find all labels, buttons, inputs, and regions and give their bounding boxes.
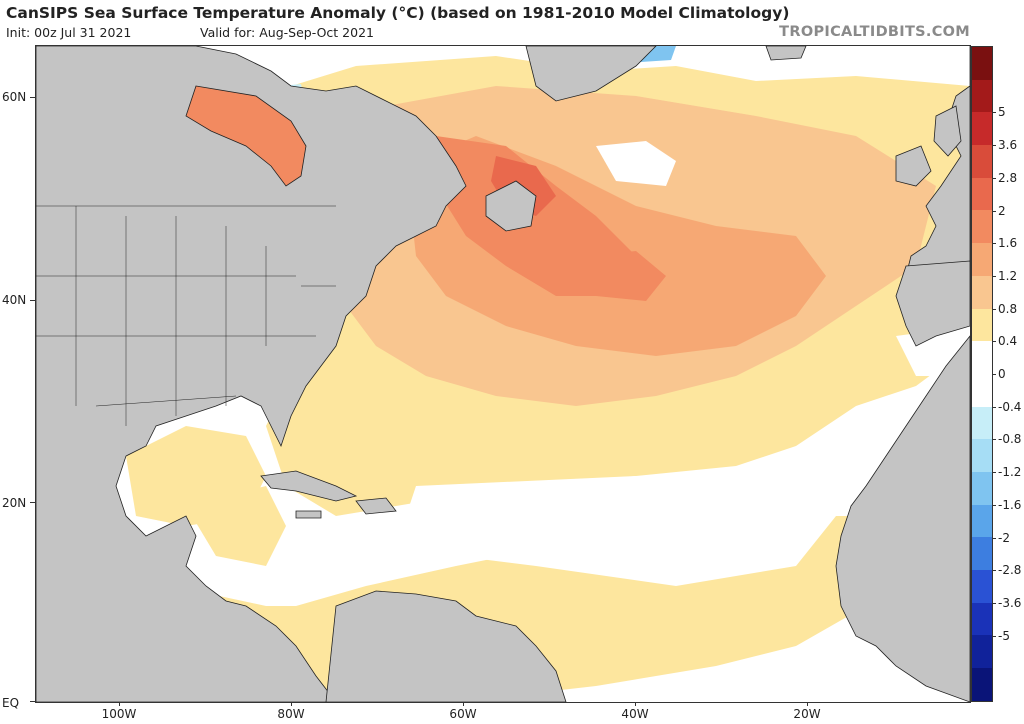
lat-tick [30,701,35,702]
lon-tick [463,702,464,706]
valid-period: Valid for: Aug-Sep-Oct 2021 [200,25,374,40]
colorbar-label: 5 [998,105,1006,120]
colorbar-segment [972,471,992,505]
init-time: Init: 00z Jul 31 2021 [6,25,132,40]
colorbar-tick [992,275,996,277]
map-panel [35,45,971,703]
colorbar-segment [972,406,992,440]
colorbar-tick [992,406,996,408]
colorbar-label: 0.4 [998,334,1018,349]
colorbar-segment [972,275,992,309]
colorbar-label: 1.6 [998,236,1018,251]
lon-tick [119,702,120,706]
lat-tick [30,502,35,503]
lat-label-20n: 20N [2,496,27,510]
colorbar-segment [972,210,992,244]
colorbar-segment [972,243,992,276]
lat-label-eq: EQ [2,696,20,710]
colorbar-tick [992,635,996,637]
colorbar-tick [992,504,996,506]
colorbar-tick [992,570,996,572]
colorbar-label: -2 [998,530,1010,545]
colorbar-segment [972,504,992,538]
colorbar-segment [972,79,992,113]
colorbar-segment [972,308,992,342]
lon-tick [291,702,292,706]
lon-tick [807,702,808,706]
colorbar [971,46,993,702]
colorbar-segment [972,602,992,636]
chart-title: CanSIPS Sea Surface Temperature Anomaly … [6,4,790,22]
colorbar-segment [972,668,992,701]
colorbar-tick [992,472,996,474]
sst-anomaly-shading [36,46,970,702]
lon-tick [635,702,636,706]
lat-label-60n: 60N [2,90,27,104]
colorbar-segment [972,570,992,603]
colorbar-tick [992,439,996,441]
colorbar-label: -0.8 [998,432,1022,447]
colorbar-label: -0.4 [998,399,1022,414]
colorbar-label: -3.6 [998,595,1022,610]
colorbar-tick [992,341,996,343]
colorbar-tick [992,602,996,604]
colorbar-segment [972,537,992,570]
lon-label-40w: 40W [621,707,649,721]
colorbar-segment [972,439,992,472]
colorbar-label: 3.6 [998,138,1018,153]
lon-label-60w: 60W [449,707,477,721]
lat-label-40n: 40N [2,293,27,307]
colorbar-tick [992,243,996,245]
colorbar-label: -1.2 [998,465,1022,480]
colorbar-label: 0 [998,367,1006,381]
colorbar-segment [972,373,992,407]
colorbar-tick [992,177,996,179]
colorbar-tick [992,112,996,114]
lat-tick [30,97,35,98]
colorbar-label: -2.8 [998,563,1022,578]
colorbar-tick [992,374,996,375]
colorbar-tick [992,210,996,212]
political-boundaries [36,205,336,426]
colorbar-segment [972,341,992,374]
lon-label-20w: 20W [793,707,821,721]
colorbar-label: -5 [998,628,1010,643]
colorbar-label: 2.8 [998,170,1018,185]
colorbar-tick [992,537,996,539]
colorbar-segment [972,47,992,80]
colorbar-tick [992,308,996,310]
colorbar-label: 0.8 [998,301,1018,316]
colorbar-segment [972,145,992,178]
colorbar-label: 1.2 [998,268,1018,283]
lon-label-100w: 100W [101,707,137,721]
colorbar-label: -1.6 [998,497,1022,512]
brand-watermark: TROPICALTIDBITS.COM [779,24,970,40]
land-masses [36,46,970,702]
lat-tick [30,300,35,301]
colorbar-segment [972,177,992,211]
lon-label-80w: 80W [277,707,305,721]
colorbar-label: 2 [998,203,1006,218]
colorbar-segment [972,635,992,669]
colorbar-tick [992,145,996,147]
colorbar-segment [972,112,992,146]
